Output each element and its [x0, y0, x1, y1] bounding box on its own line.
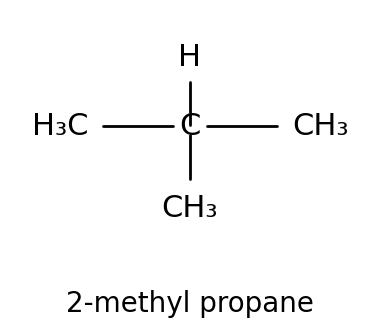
Text: CH₃: CH₃: [162, 194, 218, 223]
Text: C: C: [179, 112, 201, 141]
Text: H: H: [179, 43, 201, 72]
Text: H₃C: H₃C: [32, 112, 88, 141]
Text: CH₃: CH₃: [292, 112, 348, 141]
Text: 2-methyl propane: 2-methyl propane: [66, 290, 314, 318]
